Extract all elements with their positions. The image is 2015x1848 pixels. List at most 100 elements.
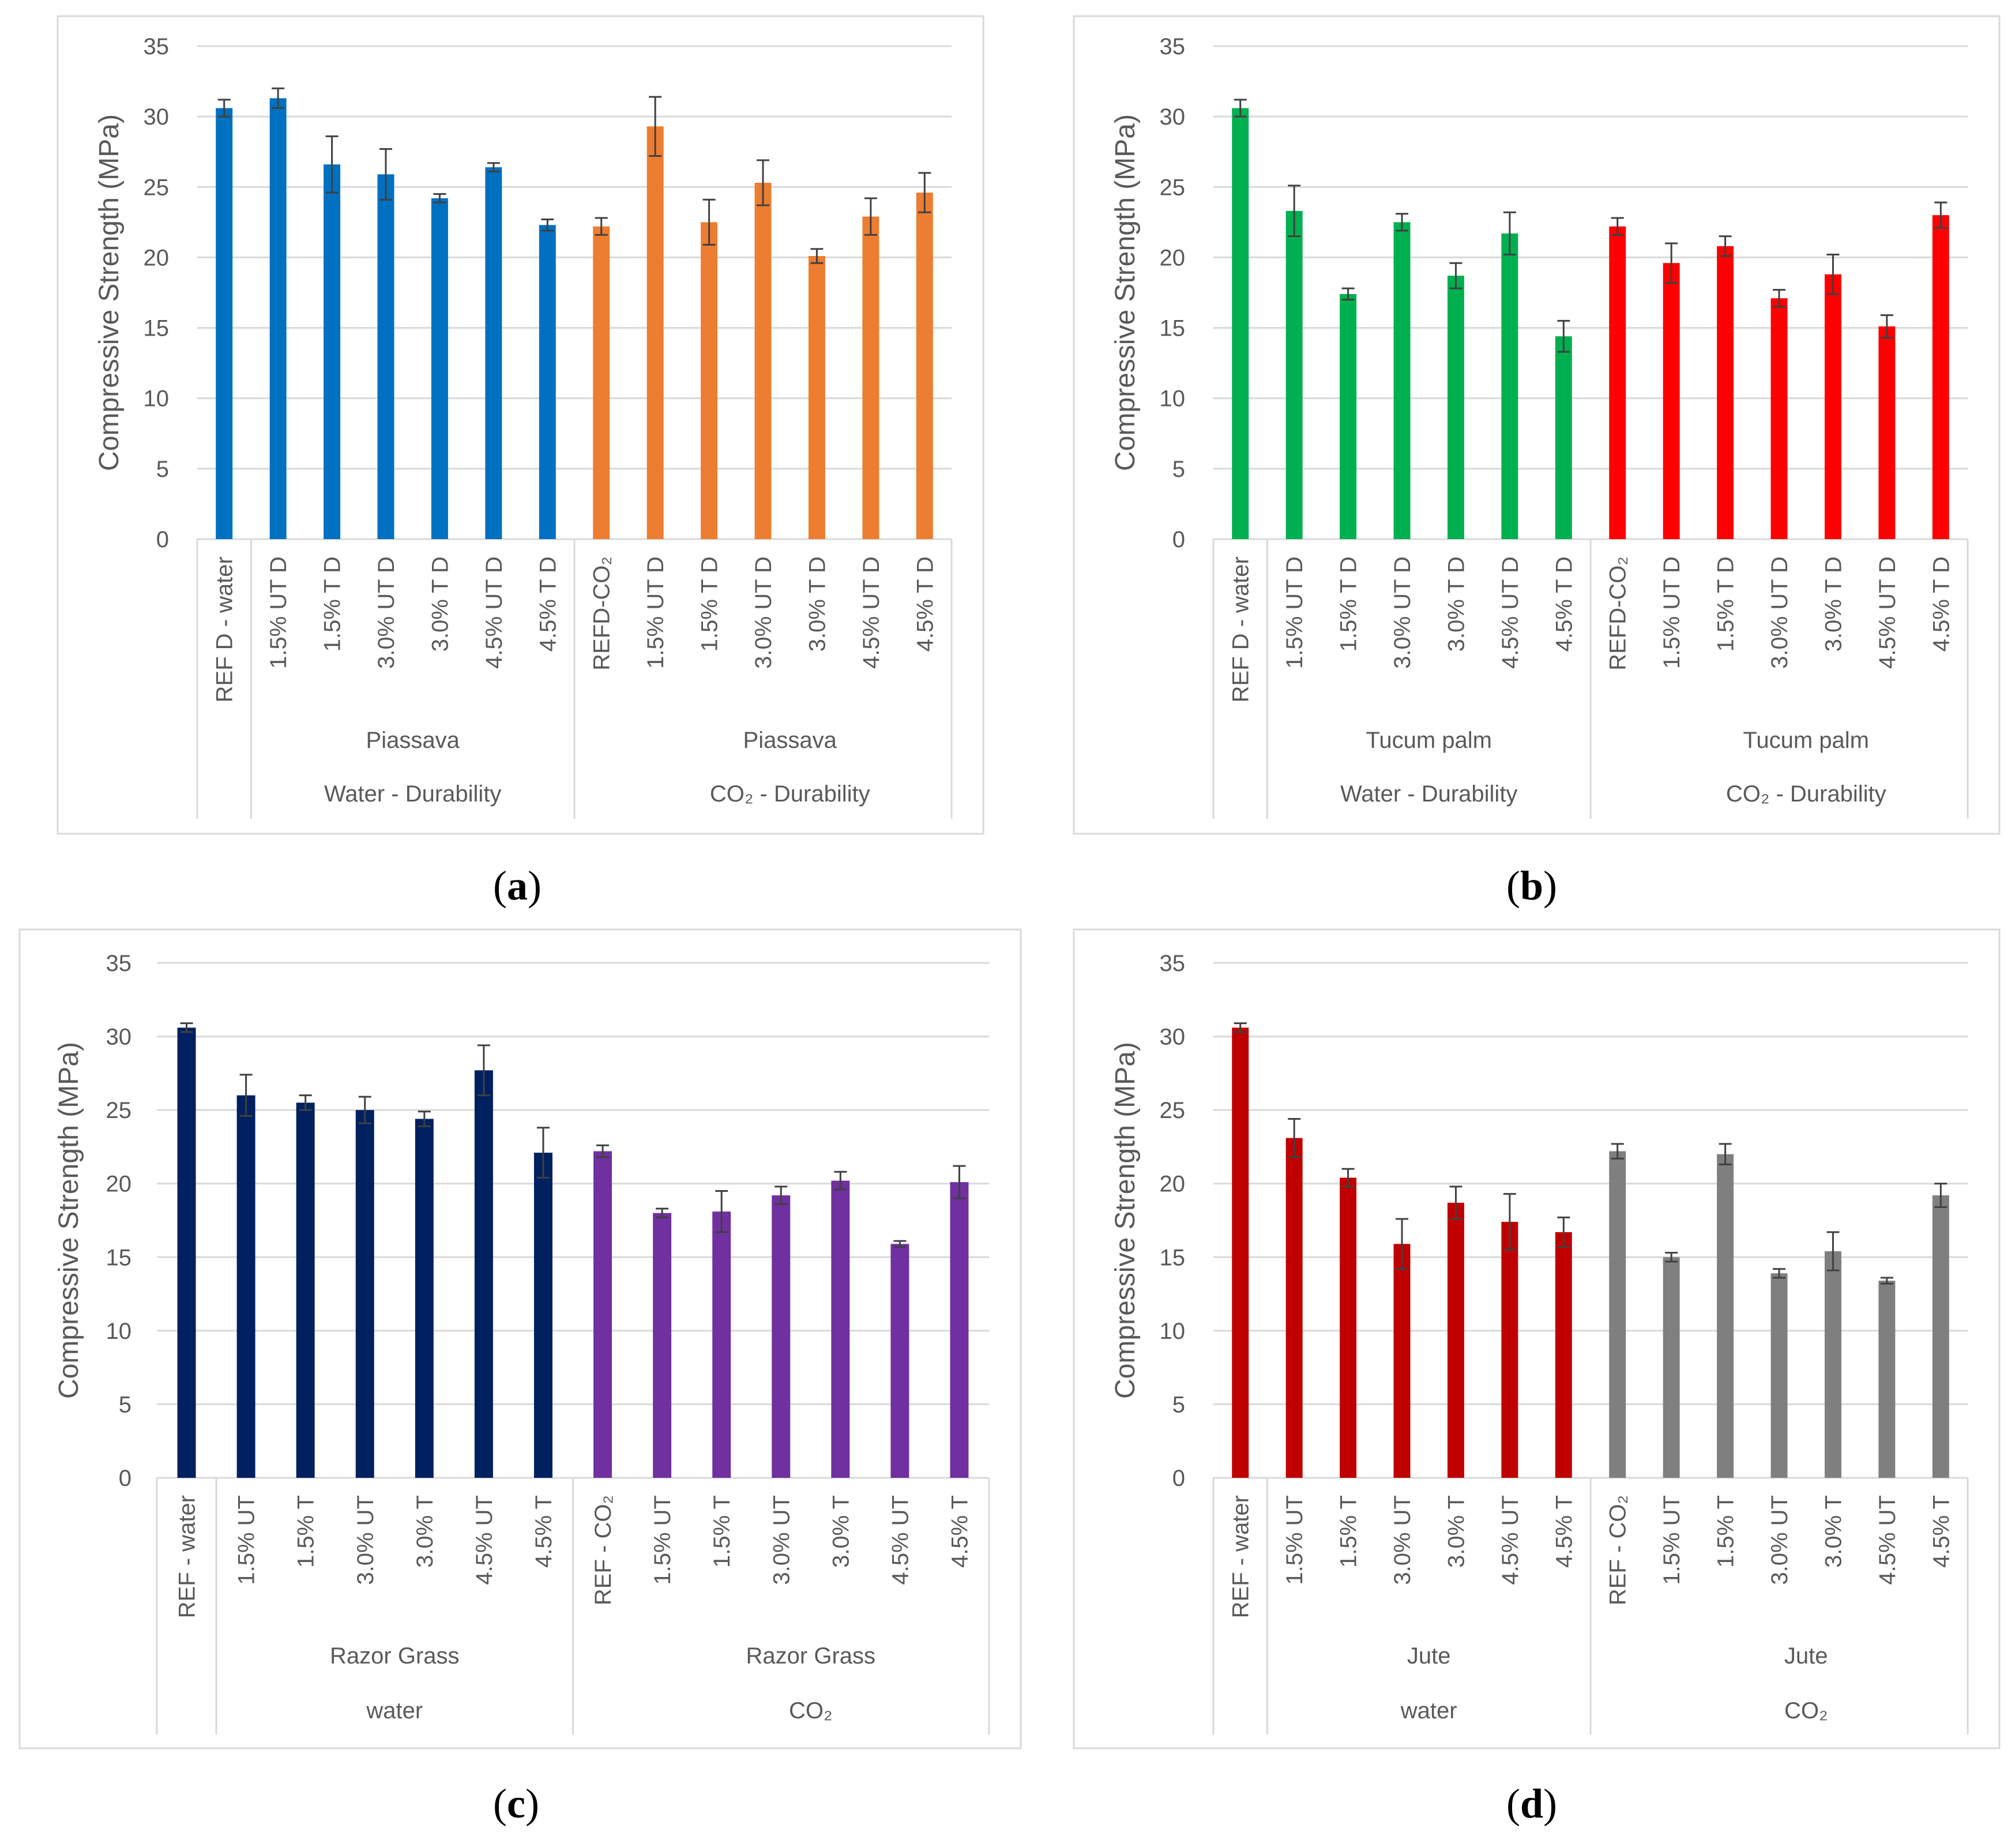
panel-label-a: (a) — [493, 863, 542, 909]
bar — [1340, 293, 1357, 539]
category-label: 3.0% UT D — [374, 556, 399, 669]
group-label-level1: Piassava — [743, 728, 837, 753]
bar — [831, 1180, 850, 1478]
category-label: 4.5% T — [1928, 1495, 1954, 1568]
bar — [653, 1213, 672, 1478]
error-bar — [1826, 1231, 1840, 1271]
category-label: REFD-CO₂ — [1606, 556, 1631, 671]
error-bar — [864, 197, 877, 236]
y-tick-label: 35 — [106, 951, 132, 976]
group-label-level1: Razor Grass — [330, 1643, 460, 1669]
bar — [485, 167, 502, 540]
error-bar — [1665, 242, 1678, 284]
category-label: 3.0% T D — [805, 556, 830, 652]
group-label-level2: CO₂ - Durability — [1726, 781, 1886, 807]
category-label: 3.0% UT — [353, 1495, 378, 1585]
error-bar — [656, 1207, 669, 1218]
group-label-level1: Tucum palm — [1743, 728, 1869, 753]
bar — [646, 126, 664, 539]
category-label: 1.5% UT D — [1659, 556, 1685, 669]
bar — [296, 1102, 315, 1478]
bar — [712, 1211, 731, 1478]
bar — [377, 174, 394, 539]
y-tick-label: 15 — [1160, 316, 1186, 341]
error-bar — [180, 1022, 193, 1033]
bar — [916, 193, 933, 539]
bar — [324, 164, 341, 539]
category-label: 3.0% UT — [1767, 1495, 1792, 1585]
error-bar — [1288, 1117, 1301, 1158]
category-label: 4.5% UT D — [1875, 556, 1900, 669]
group-label-level2: CO₂ — [1784, 1698, 1828, 1723]
error-bar — [325, 135, 339, 194]
category-label: 3.0% UT — [769, 1495, 794, 1585]
group-label-level2: Water - Durability — [1340, 781, 1517, 807]
error-bar — [810, 248, 824, 264]
error-bar — [1611, 1143, 1624, 1160]
y-tick-label: 20 — [1160, 1172, 1186, 1197]
category-label: 1.5% T D — [1713, 556, 1739, 652]
bar — [269, 98, 287, 539]
bar — [772, 1195, 791, 1478]
error-bar — [1557, 319, 1570, 353]
error-bar — [893, 1240, 907, 1248]
bar — [415, 1119, 434, 1478]
y-tick-label: 20 — [1160, 245, 1186, 270]
error-bar — [1557, 1216, 1570, 1248]
y-tick-label: 15 — [1160, 1245, 1186, 1270]
category-label: 4.5% UT — [472, 1495, 497, 1585]
error-bar — [272, 87, 285, 109]
y-tick-label: 25 — [1160, 175, 1186, 200]
y-tick-label: 15 — [106, 1245, 132, 1270]
error-bar — [379, 148, 392, 201]
category-label: 4.5% UT D — [859, 556, 884, 669]
bar — [1770, 1273, 1788, 1478]
bar — [1717, 1154, 1734, 1478]
y-tick-label: 0 — [119, 1466, 131, 1491]
y-tick-label: 25 — [144, 175, 170, 200]
bar — [754, 182, 772, 539]
error-bar — [1503, 211, 1516, 256]
y-tick-label: 0 — [1172, 1466, 1185, 1491]
error-bar — [1773, 1268, 1785, 1279]
y-tick-label: 10 — [1160, 386, 1186, 412]
bar — [1663, 263, 1680, 539]
bar — [177, 1027, 196, 1478]
error-bar — [757, 159, 769, 206]
category-label: 3.0% T D — [1443, 556, 1469, 652]
error-bar — [953, 1165, 966, 1199]
category-label: 3.0% T — [1443, 1495, 1469, 1568]
bar — [701, 222, 718, 539]
y-tick-label: 30 — [106, 1025, 132, 1050]
y-tick-label: 15 — [144, 316, 170, 341]
category-label: 4.5% T D — [912, 556, 938, 652]
error-bar — [358, 1096, 371, 1124]
category-label: 4.5% UT D — [1498, 556, 1523, 669]
category-label: 4.5% UT — [888, 1495, 913, 1585]
category-label: 1.5% UT — [234, 1495, 260, 1585]
group-label-level1: Jute — [1784, 1643, 1828, 1669]
bar — [1878, 326, 1896, 539]
category-label: REF - water — [1228, 1495, 1254, 1618]
category-label: 3.0% T D — [1821, 556, 1846, 652]
bar — [1555, 336, 1572, 539]
bar — [216, 108, 233, 539]
category-label: REF - CO₂ — [591, 1495, 616, 1605]
chart-1: 0 5 10 15 20 25 30 35 Compressive Strength (MPa)… — [57, 15, 984, 835]
y-tick-label: 30 — [1160, 1025, 1186, 1050]
error-bar — [918, 172, 931, 213]
error-bar — [775, 1185, 788, 1205]
y-tick-label: 25 — [1160, 1098, 1186, 1123]
error-bar — [1449, 1185, 1463, 1220]
y-axis-label: Compressive Strength (MPa) — [94, 114, 125, 471]
category-label: 3.0% T D — [427, 556, 453, 652]
bar — [1285, 210, 1303, 539]
chart-2: 0 5 10 15 20 25 30 35 Compressive Strength (MPa)… — [1073, 15, 2001, 835]
error-bar — [536, 1127, 550, 1179]
chart-frame — [1073, 928, 2001, 1749]
category-label: 1.5% T — [294, 1495, 319, 1568]
bar — [533, 1153, 552, 1478]
bar — [431, 198, 448, 539]
category-label: 3.0% T — [1821, 1495, 1846, 1568]
bar — [1663, 1257, 1680, 1478]
